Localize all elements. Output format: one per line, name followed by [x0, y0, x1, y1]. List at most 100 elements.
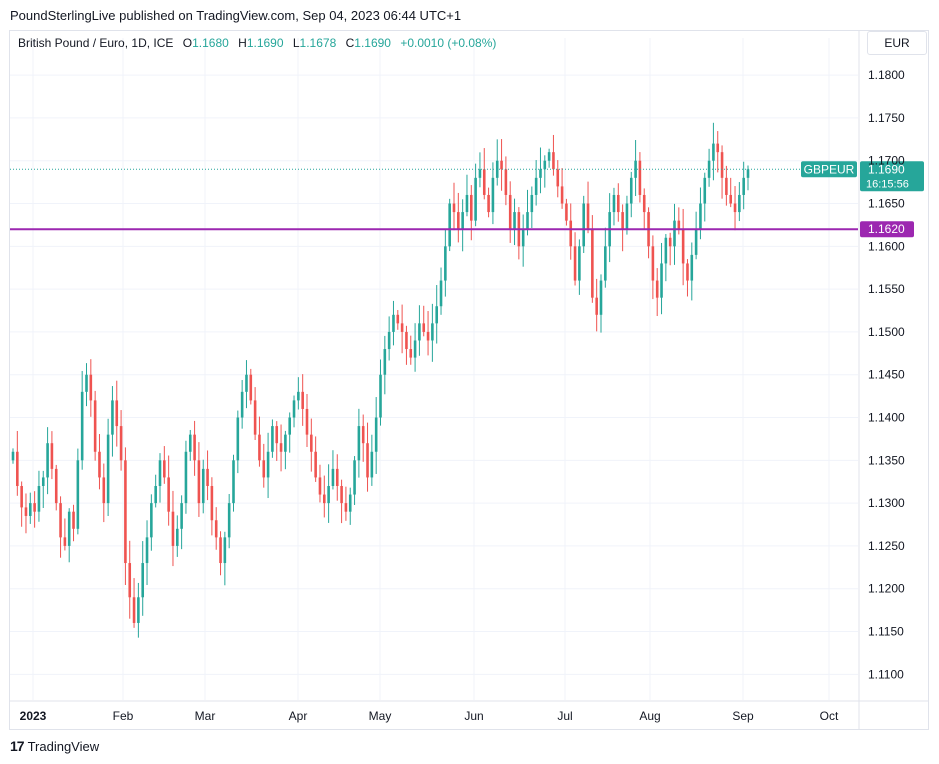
candle-body	[314, 451, 317, 478]
low-label: L	[292, 36, 300, 50]
candle-body	[469, 194, 473, 221]
candle-body	[370, 451, 374, 478]
candle-body	[93, 400, 97, 452]
candle-body	[292, 400, 296, 418]
candle-body	[694, 229, 698, 255]
candle-body	[119, 426, 123, 461]
candle-body	[435, 306, 439, 324]
candle-body	[746, 169, 750, 178]
candle-body	[655, 280, 659, 298]
candle-body	[80, 391, 84, 461]
candle-body	[487, 194, 490, 213]
candle-body	[227, 503, 231, 538]
candle-body	[344, 503, 348, 512]
candle-body	[193, 434, 196, 461]
candle-body	[651, 246, 655, 281]
tradingview-brand: TradingView	[27, 738, 100, 754]
candle-body	[418, 323, 421, 341]
candle-body	[59, 503, 62, 538]
candle-body	[612, 194, 616, 213]
x-tick-label: Jun	[464, 709, 483, 723]
symbol-title: British Pound / Euro, 1D, ICE	[18, 36, 174, 50]
candle-body	[474, 177, 477, 221]
x-tick-label: Oct	[820, 709, 839, 723]
candle-body	[699, 203, 702, 230]
candle-body	[76, 460, 80, 529]
candle-body	[664, 237, 668, 264]
low-value: 1.1678	[299, 36, 337, 50]
candle-body	[297, 391, 300, 401]
candle-body	[201, 468, 205, 504]
candle-body	[729, 194, 733, 204]
candle-body	[582, 203, 586, 247]
candle-body	[578, 246, 581, 281]
y-tick-label: 1.1550	[868, 282, 905, 296]
candle-body	[331, 468, 335, 486]
x-tick-label: May	[369, 709, 392, 723]
candle-body	[629, 177, 633, 204]
candle-body	[232, 460, 235, 504]
candle-body	[439, 280, 443, 307]
x-tick-label: Jul	[557, 709, 572, 723]
candle-body	[206, 468, 209, 486]
symbol-tag-bg	[801, 161, 857, 178]
candle-body	[111, 400, 114, 435]
candle-body	[275, 426, 279, 444]
candle-body	[526, 212, 529, 230]
candle-body	[348, 494, 352, 512]
candle-body	[37, 486, 41, 512]
candle-body	[279, 443, 283, 452]
candle-body	[11, 451, 15, 461]
chart-frame	[9, 30, 929, 730]
tradingview-logo[interactable]: 17 TradingView	[10, 738, 99, 754]
currency-button[interactable]: EUR	[867, 31, 927, 55]
candle-body	[552, 152, 555, 170]
candle-body	[141, 563, 145, 598]
candle-body	[482, 169, 486, 195]
candle-body	[322, 494, 326, 504]
y-tick-label: 1.1200	[868, 582, 905, 596]
candle-body	[448, 203, 451, 247]
candle-body	[223, 537, 227, 564]
y-tick-label: 1.1500	[868, 325, 905, 339]
candle-body	[530, 194, 534, 213]
candle-body	[85, 374, 88, 392]
candle-body	[599, 280, 603, 315]
y-tick-label: 1.1150	[868, 625, 904, 639]
high-label: H	[238, 36, 247, 50]
candle-body	[262, 460, 266, 478]
y-tick-label: 1.1100	[868, 667, 904, 681]
candle-body	[703, 177, 707, 204]
candle-body	[431, 323, 434, 341]
candle-body	[327, 486, 330, 504]
candle-body	[249, 374, 253, 401]
last-price-label-bg	[860, 161, 924, 192]
time-axis: 2023 Feb Mar Apr May Jun Jul Aug Sep Oct	[20, 709, 839, 723]
candle-body	[392, 314, 395, 332]
candle-body	[253, 400, 257, 435]
candle-body	[16, 451, 19, 486]
candle-body	[106, 434, 110, 504]
candle-body	[383, 349, 387, 375]
candle-body	[621, 212, 624, 230]
ohlc-legend: British Pound / Euro, 1D, ICE O1.1680 H1…	[18, 36, 496, 50]
candle-body	[586, 203, 590, 230]
candle-body	[180, 503, 183, 529]
candle-body	[591, 229, 594, 298]
overlays: 1.1620 GBPEUR 1.1690 16:15:56	[10, 161, 924, 238]
x-tick-label: 2023	[20, 709, 47, 723]
candle-body	[210, 486, 214, 521]
candle-body	[340, 486, 343, 504]
candle-body	[145, 537, 149, 564]
candle-body	[396, 314, 400, 324]
candle-body	[500, 160, 503, 170]
candle-body	[547, 152, 551, 161]
candle-body	[543, 160, 547, 170]
candle-body	[158, 460, 162, 486]
candle-body	[556, 169, 560, 187]
candle-body	[197, 460, 201, 504]
candle-body	[569, 220, 573, 247]
candle-body	[677, 220, 681, 230]
y-tick-label: 1.1600	[868, 239, 905, 253]
